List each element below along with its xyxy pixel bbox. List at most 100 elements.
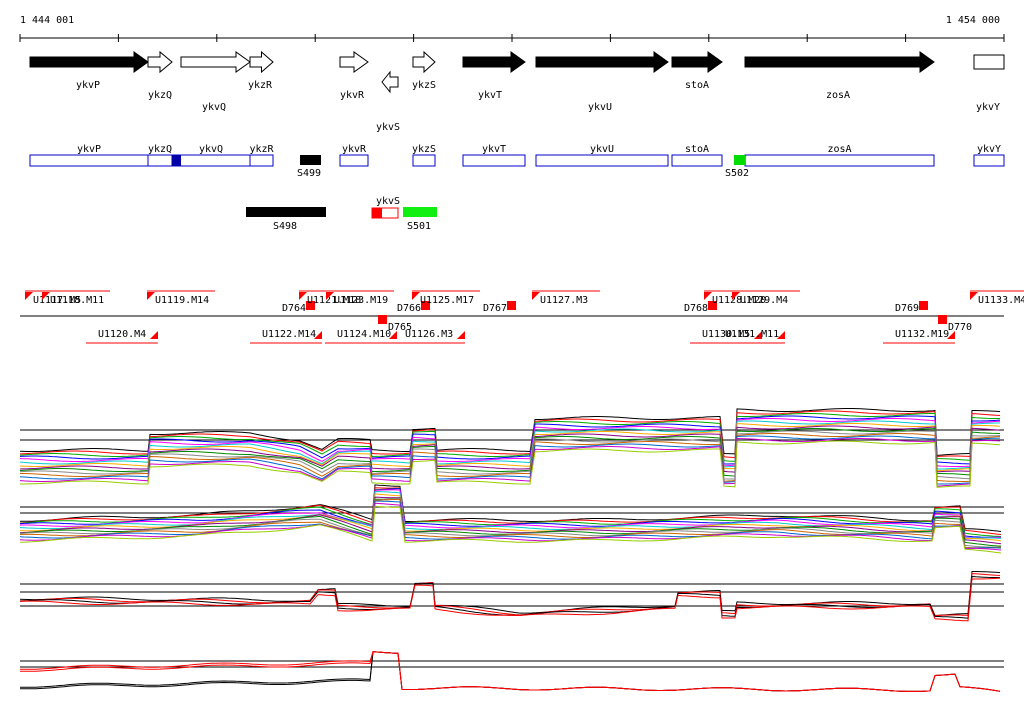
gene-box: [744, 154, 935, 167]
expression-trace: [19, 410, 1001, 459]
expression-trace: [19, 423, 1001, 472]
gene-label: zosA: [826, 90, 850, 101]
gene-arrow: [381, 70, 399, 94]
transcript-label: U1128.M20: [712, 295, 766, 306]
gene-box-label: stoA: [685, 144, 709, 155]
gene-label: ykvP: [76, 80, 100, 91]
transcript-label: U1124.M10: [337, 329, 391, 340]
expression-trace: [19, 413, 1000, 462]
gene-box: [29, 154, 149, 167]
gene-arrow: [744, 51, 935, 73]
gene-box: [535, 154, 669, 167]
gene-arrow: [339, 51, 369, 73]
feature-box: [403, 207, 437, 217]
ruler-start: 1 444 001: [20, 15, 74, 26]
transcript-label: D767: [483, 303, 507, 314]
transcript-label: U1121.M18: [307, 295, 361, 306]
expression-trace: [19, 418, 1001, 467]
terminator: [378, 315, 387, 324]
transcript-label: U1123.M19: [334, 295, 388, 306]
gene-arrow: [412, 50, 436, 74]
transcript-label: U1126.M3: [405, 329, 453, 340]
transcript-label: U1132.M19: [895, 329, 949, 340]
gene-box: [339, 154, 369, 167]
gene-arrow: [147, 50, 173, 74]
feature-label: S498: [273, 221, 297, 232]
expression-trace: [20, 651, 1001, 692]
transcript-label: D769: [895, 303, 919, 314]
promoter-flag: [147, 292, 155, 300]
gene-box: [671, 154, 723, 167]
gene-arrow: [249, 50, 274, 74]
expression-trace: [19, 499, 1002, 549]
promoter-flag: [326, 292, 334, 300]
gene-label: ykzS: [412, 80, 436, 91]
transcript-label: D765: [388, 322, 412, 333]
gene-box-label: ykvY: [977, 144, 1001, 155]
feature-label: S501: [407, 221, 431, 232]
terminator: [708, 301, 717, 310]
gene-label: ykvY: [976, 102, 1000, 113]
transcript-label: U1120.M4: [98, 329, 146, 340]
promoter-flag: [457, 331, 465, 339]
expression-trace: [19, 408, 1001, 456]
expression-trace: [19, 420, 1000, 470]
promoter-flag: [754, 331, 762, 339]
gene-box-label: ykvR: [342, 144, 367, 155]
gene-label: ykvQ: [202, 102, 226, 113]
transcript-label: U1125.M17: [420, 295, 474, 306]
promoter-flag: [532, 292, 540, 300]
gene-box-label: ykvU: [590, 144, 614, 155]
feature-label: ykvS: [376, 196, 400, 207]
gene-arrow: [180, 51, 251, 73]
gene-label: stoA: [685, 80, 709, 91]
transcript-label: U1119.M14: [155, 295, 209, 306]
gene-box: [973, 154, 1005, 167]
expression-trace: [19, 425, 1001, 473]
gene-box: [147, 154, 173, 167]
transcript-label: U1129.M4: [740, 295, 788, 306]
box-segment: [172, 155, 181, 166]
transcript-label: U1133.M4: [978, 295, 1024, 306]
gene-arrow: [29, 51, 149, 73]
expression-trace: [20, 651, 1001, 692]
feature-box: [300, 155, 321, 165]
transcript-label: U1130.M5: [702, 329, 750, 340]
gene-arrow: [535, 51, 669, 73]
transcript-label: U1118.M11: [50, 295, 104, 306]
terminator: [421, 301, 430, 310]
expression-trace: [19, 577, 1001, 622]
terminator: [919, 301, 928, 310]
gene-box: [171, 154, 251, 167]
gene-label: ykvR: [340, 90, 365, 101]
promoter-flag: [25, 292, 33, 300]
transcript-label: D764: [282, 303, 306, 314]
expression-trace: [19, 496, 1002, 545]
feature-box: [246, 207, 326, 217]
transcript-label: U1131.M11: [725, 329, 779, 340]
expression-trace: [19, 573, 1001, 617]
expression-trace: [19, 505, 1002, 554]
promoter-flag: [299, 292, 307, 300]
gene-label: ykzQ: [148, 90, 172, 101]
feature-box: [734, 155, 745, 165]
gene-box-label: ykzQ: [148, 144, 172, 155]
expression-trace: [19, 415, 1001, 465]
expression-trace: [19, 487, 1001, 538]
gene-label: ykvU: [588, 102, 612, 113]
expression-trace: [19, 435, 1001, 485]
promoter-flag: [970, 292, 978, 300]
gene-box: [462, 154, 526, 167]
ruler-end: 1 454 000: [946, 15, 1000, 26]
gene-box: [249, 154, 274, 167]
promoter-flag: [42, 292, 50, 300]
gene-box: [412, 154, 436, 167]
expression-trace: [20, 651, 1001, 692]
promoter-flag: [150, 331, 158, 339]
promoter-flag: [732, 292, 740, 300]
transcript-label: U1122.M14: [262, 329, 316, 340]
expression-trace: [20, 433, 1001, 482]
gene-arrow: [462, 51, 526, 73]
promoter-flag: [314, 331, 322, 339]
